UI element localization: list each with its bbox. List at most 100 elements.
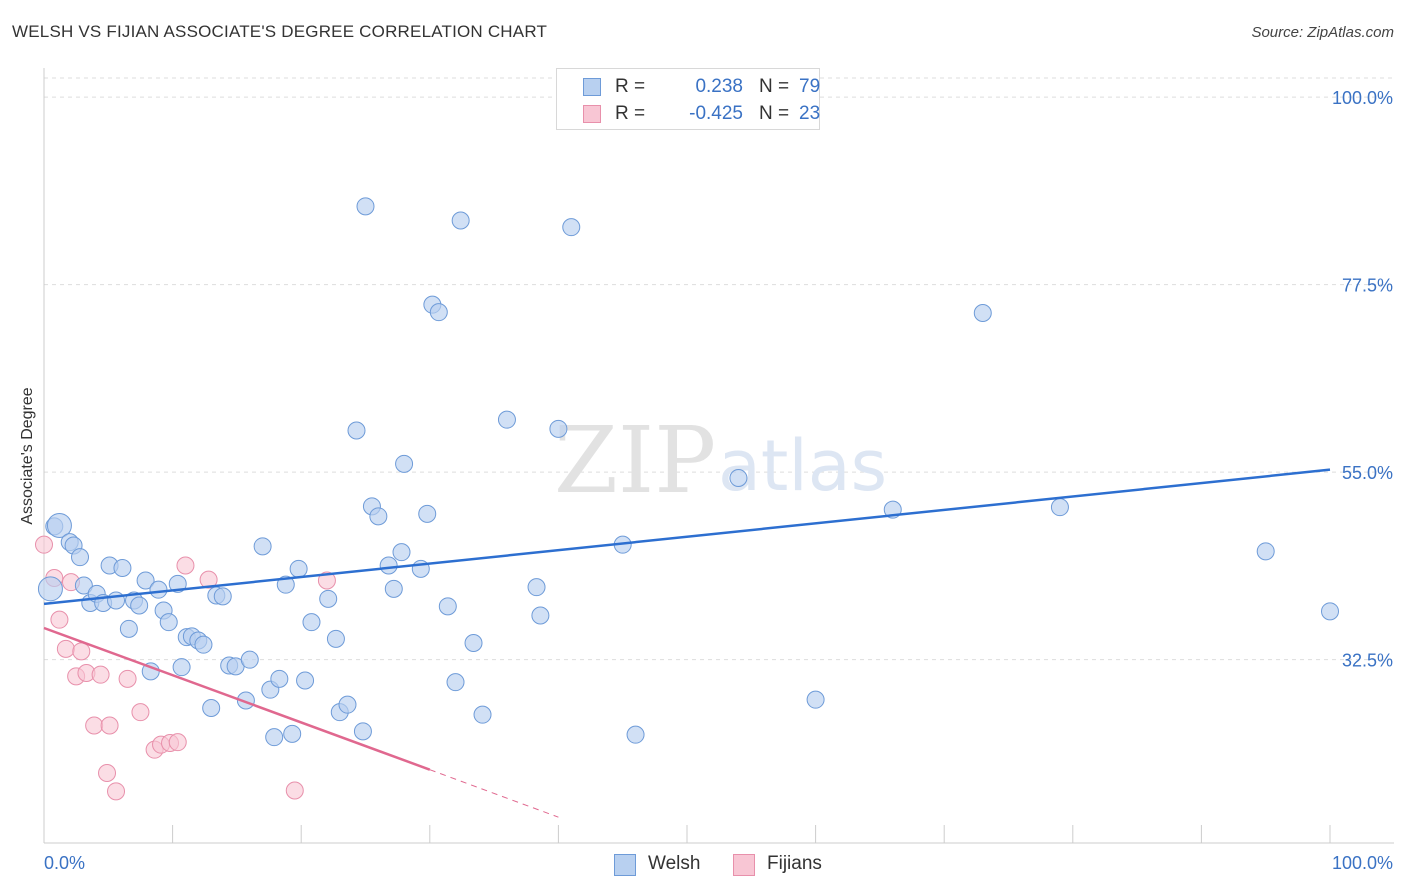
trend-lines bbox=[43, 468, 1331, 818]
welsh-point bbox=[130, 596, 149, 615]
welsh-point bbox=[194, 635, 213, 654]
axes bbox=[43, 68, 1394, 844]
welsh-point bbox=[46, 513, 72, 538]
welsh-point bbox=[451, 211, 470, 230]
welsh-point bbox=[356, 197, 375, 216]
welsh-point bbox=[240, 650, 259, 669]
watermark-zip: ZIP bbox=[554, 407, 716, 514]
welsh-point bbox=[113, 559, 132, 577]
correlation-legend: R = 0.238 N = 79 R = -0.425 N = 23 bbox=[556, 68, 820, 130]
welsh-point bbox=[1256, 542, 1275, 561]
fijian-point bbox=[168, 733, 187, 752]
grid-lines bbox=[44, 77, 1394, 661]
fijian-point bbox=[100, 716, 119, 735]
watermark-atlas: atlas bbox=[718, 425, 887, 507]
fijian-n-label: N = bbox=[759, 103, 790, 124]
welsh-swatch bbox=[583, 78, 601, 96]
welsh-point bbox=[384, 579, 403, 598]
welsh-point bbox=[168, 574, 187, 593]
welsh-point bbox=[392, 543, 411, 562]
fijian-swatch bbox=[583, 105, 601, 123]
source-credit: Source: ZipAtlas.com bbox=[1251, 24, 1394, 41]
welsh-point bbox=[172, 658, 191, 677]
fijian-point bbox=[107, 782, 126, 801]
welsh-n-value: 79 bbox=[799, 76, 821, 97]
welsh-point bbox=[283, 724, 302, 743]
welsh-legend-swatch bbox=[614, 854, 636, 876]
fijian-point bbox=[285, 781, 304, 800]
welsh-point bbox=[338, 695, 357, 714]
y-tick-labels: 32.5% 55.0% 77.5% 100.0% bbox=[1332, 88, 1393, 671]
welsh-point bbox=[418, 504, 437, 523]
welsh-point bbox=[429, 303, 448, 322]
welsh-point bbox=[71, 548, 90, 567]
welsh-point bbox=[549, 419, 568, 438]
welsh-point bbox=[265, 728, 284, 747]
fijian-point bbox=[72, 642, 91, 661]
fijian-point bbox=[56, 639, 75, 658]
fijian-legend-swatch bbox=[733, 854, 755, 876]
watermark: ZIP atlas bbox=[554, 407, 887, 514]
x-tick-labels: 0.0% 100.0% bbox=[44, 853, 1393, 873]
welsh-legend-label: Welsh bbox=[648, 853, 701, 874]
welsh-point bbox=[270, 669, 289, 688]
welsh-point bbox=[379, 556, 398, 575]
fijian-r-value: -0.425 bbox=[689, 103, 743, 124]
welsh-point bbox=[626, 725, 645, 744]
x-tick-label: 0.0% bbox=[44, 853, 85, 873]
welsh-point bbox=[159, 613, 178, 632]
welsh-point bbox=[562, 218, 581, 237]
fijian-point bbox=[176, 556, 195, 575]
welsh-point bbox=[37, 576, 63, 602]
fijian-point bbox=[35, 535, 53, 554]
welsh-point bbox=[202, 699, 221, 717]
fijian-legend-label: Fijians bbox=[767, 853, 822, 874]
fijian-point bbox=[91, 665, 110, 684]
welsh-point bbox=[1050, 498, 1069, 517]
welsh-point bbox=[527, 578, 546, 597]
welsh-point bbox=[446, 673, 465, 692]
fijian-point bbox=[131, 703, 150, 722]
x-axis-ticks bbox=[43, 825, 1331, 843]
welsh-r-label: R = bbox=[615, 76, 646, 97]
chart-title: WELSH VS FIJIAN ASSOCIATE'S DEGREE CORRE… bbox=[12, 22, 548, 41]
welsh-point bbox=[136, 571, 155, 590]
welsh-n-label: N = bbox=[759, 76, 790, 97]
fijian-n-value: 23 bbox=[799, 103, 821, 124]
welsh-point bbox=[276, 575, 295, 594]
fijian-point bbox=[98, 764, 117, 782]
fijian-trend-extension bbox=[429, 769, 559, 818]
fijian-point bbox=[85, 716, 104, 735]
welsh-point bbox=[347, 421, 366, 440]
welsh-point bbox=[149, 580, 168, 599]
welsh-point bbox=[806, 690, 825, 709]
fijian-r-label: R = bbox=[615, 103, 646, 124]
welsh-point bbox=[438, 597, 457, 616]
welsh-point bbox=[973, 304, 992, 322]
fijian-point bbox=[317, 571, 336, 590]
y-tick-label: 55.0% bbox=[1342, 463, 1393, 483]
welsh-point bbox=[369, 507, 388, 526]
welsh-point bbox=[531, 606, 550, 625]
welsh-point bbox=[497, 410, 516, 429]
welsh-point bbox=[319, 589, 338, 608]
y-tick-label: 100.0% bbox=[1332, 88, 1393, 108]
welsh-point bbox=[326, 629, 345, 648]
welsh-point bbox=[213, 587, 232, 606]
y-tick-label: 77.5% bbox=[1342, 276, 1393, 296]
welsh-point bbox=[253, 537, 272, 556]
welsh-r-value: 0.238 bbox=[695, 76, 743, 97]
welsh-point bbox=[296, 671, 315, 690]
x-tick-label: 100.0% bbox=[1332, 853, 1393, 873]
welsh-point bbox=[1321, 602, 1339, 621]
welsh-point bbox=[473, 705, 492, 724]
welsh-point bbox=[729, 469, 748, 487]
welsh-point bbox=[74, 576, 93, 595]
welsh-point bbox=[302, 613, 321, 632]
y-tick-label: 32.5% bbox=[1342, 651, 1393, 671]
welsh-point bbox=[464, 634, 483, 652]
fijian-trend-line bbox=[43, 626, 431, 771]
welsh-point bbox=[353, 722, 372, 741]
welsh-point bbox=[395, 454, 414, 473]
